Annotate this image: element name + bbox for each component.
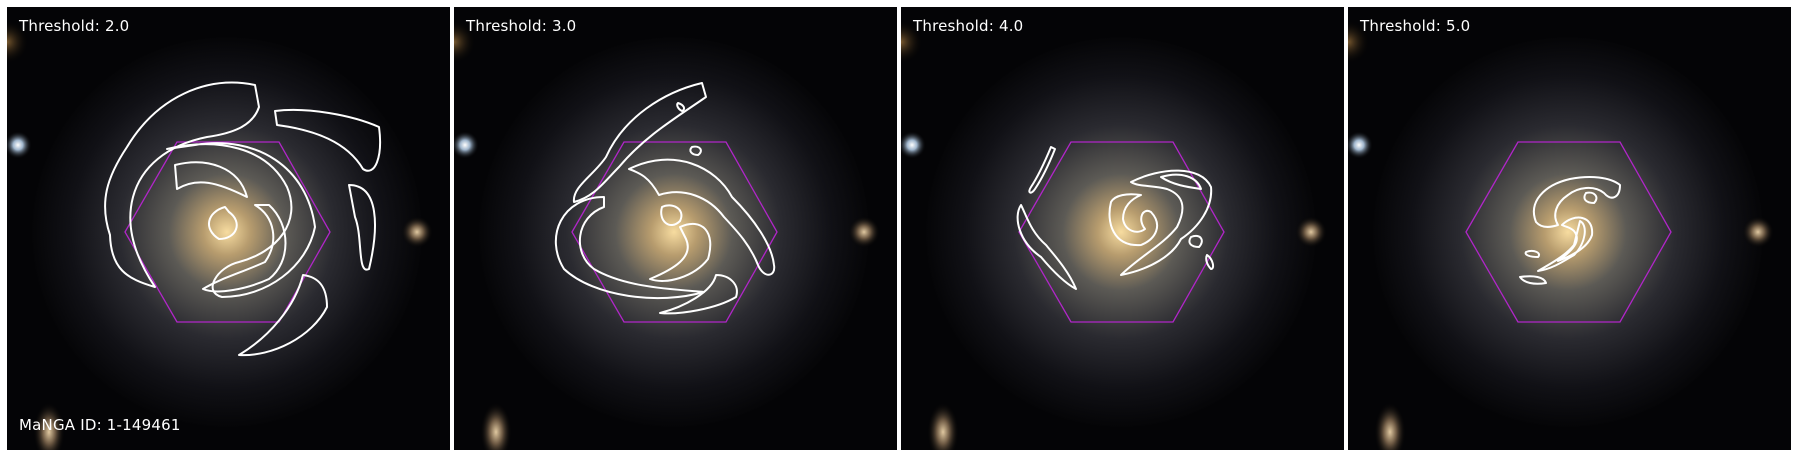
threshold-panel-strip: Threshold: 2.0 MaNGA ID: 1-149461	[7, 7, 1793, 450]
spiral-contours	[554, 82, 776, 315]
threshold-panel-3: Threshold: 4.0	[901, 7, 1344, 450]
ifu-hexagon	[571, 141, 778, 323]
threshold-label: Threshold: 4.0	[913, 17, 1024, 35]
spiral-contours	[1016, 146, 1215, 290]
galaxy-image-4	[1348, 7, 1791, 450]
threshold-panel-4: Threshold: 5.0	[1348, 7, 1791, 450]
threshold-panel-2: Threshold: 3.0	[454, 7, 897, 450]
galaxy-image-3	[901, 7, 1344, 450]
ifu-hexagon	[1465, 141, 1672, 323]
threshold-label: Threshold: 5.0	[1360, 17, 1471, 35]
threshold-panel-1: Threshold: 2.0 MaNGA ID: 1-149461	[7, 7, 450, 450]
galaxy-image-1	[7, 7, 450, 450]
threshold-label: Threshold: 2.0	[19, 17, 130, 35]
spiral-contours	[104, 81, 381, 357]
spiral-contours	[1519, 176, 1621, 285]
galaxy-image-2	[454, 7, 897, 450]
threshold-label: Threshold: 3.0	[466, 17, 577, 35]
manga-id-label: MaNGA ID: 1-149461	[19, 416, 181, 434]
ifu-hexagon	[124, 141, 331, 323]
ifu-hexagon	[1018, 141, 1225, 323]
